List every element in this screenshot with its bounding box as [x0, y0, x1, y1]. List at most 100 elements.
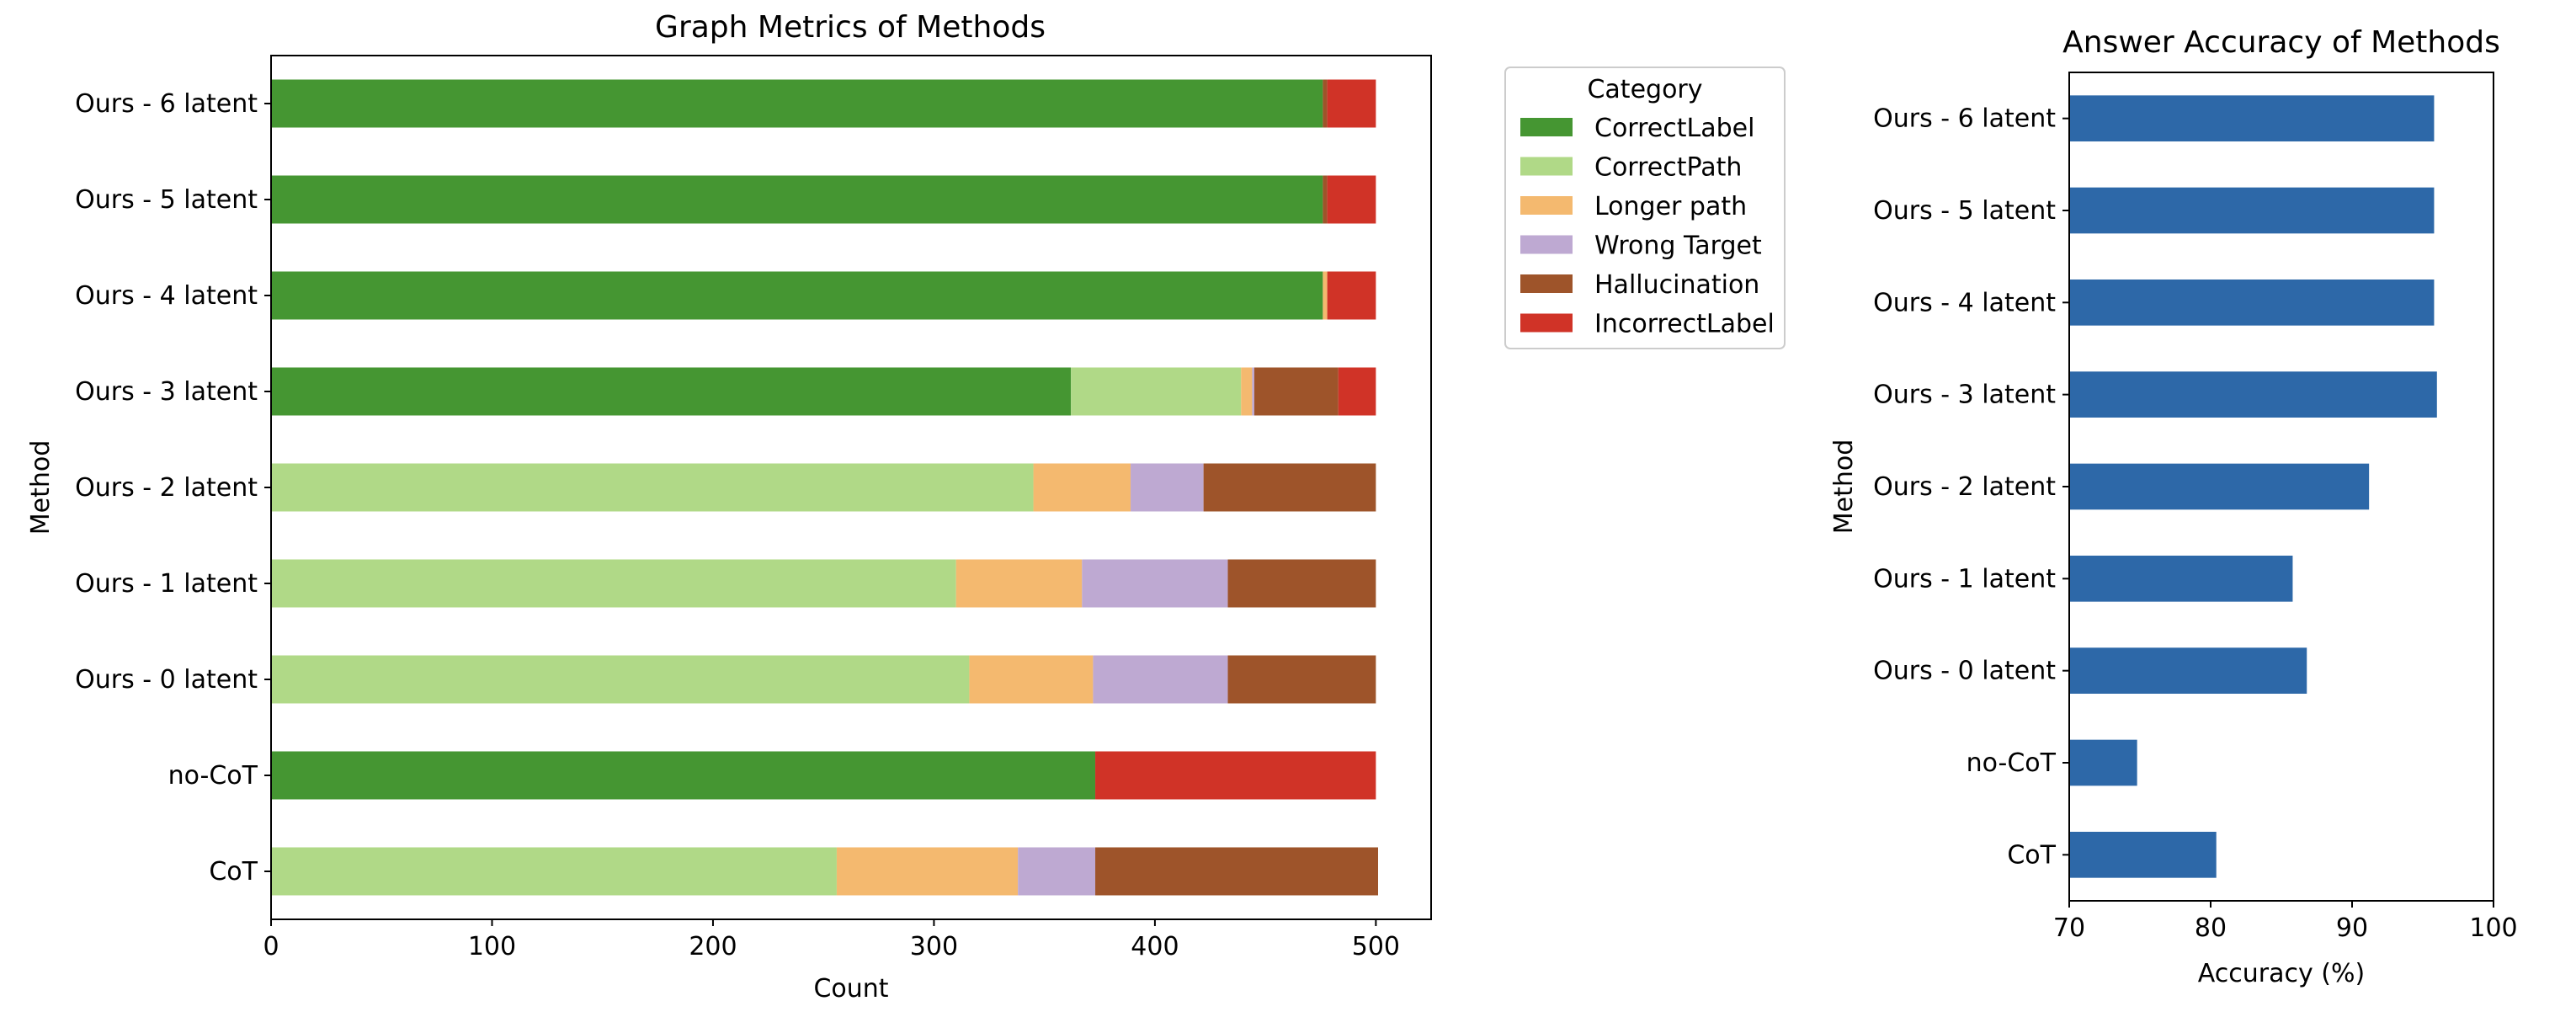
y-tick-label: Ours - 0 latent — [75, 665, 258, 695]
x-tick-label: 500 — [1352, 932, 1400, 961]
bar-ours-3-latent-longer-path — [1241, 367, 1253, 416]
legend-title: Category — [1587, 75, 1702, 104]
bar-cot-correctpath — [271, 847, 837, 896]
accuracy-bar-ours-1-latent — [2069, 556, 2293, 602]
bar-cot-wrong-target — [1018, 847, 1096, 896]
y-tick-label: Ours - 4 latent — [75, 281, 258, 311]
bar-no-cot-incorrectlabel — [1095, 751, 1376, 800]
legend-label-correctpath: CorrectPath — [1594, 153, 1742, 183]
bar-ours-0-latent-longer-path — [969, 655, 1094, 704]
graph-metrics-chart: Graph Metrics of Methods CoT no-CoT Ours -… — [26, 10, 1432, 1004]
accuracy-bar-no-cot — [2069, 739, 2137, 786]
legend-swatch-correctpath — [1520, 157, 1573, 176]
bar-ours-5-latent-incorrectlabel — [1327, 175, 1376, 224]
accuracy-bar-ours-6-latent — [2069, 95, 2435, 141]
bar-cot-longer-path — [836, 847, 1019, 896]
bar-ours-6-latent-correctlabel — [271, 79, 1323, 128]
legend-swatch-longer-path — [1520, 196, 1573, 215]
graph-metrics-x-ticks: 0 100 200 300 400 500 — [263, 919, 1400, 961]
bar-ours-5-latent-hallucination — [1323, 175, 1328, 224]
y-tick-label: Ours - 3 latent — [1873, 381, 2056, 410]
y-tick-label: Ours - 2 latent — [1873, 472, 2056, 502]
x-tick-label: 400 — [1131, 932, 1179, 961]
bar-cot-hallucination — [1095, 847, 1379, 896]
bar-ours-4-latent-longer-path — [1323, 271, 1328, 320]
x-tick-label: 100 — [2469, 913, 2517, 943]
legend-label-incorrectlabel: IncorrectLabel — [1594, 310, 1775, 339]
bar-ours-3-latent-incorrectlabel — [1338, 367, 1376, 416]
legend-label-wrong-target: Wrong Target — [1594, 232, 1762, 261]
bar-ours-4-latent-correctlabel — [271, 271, 1323, 320]
x-tick-label: 80 — [2195, 913, 2227, 943]
answer-accuracy-y-ticks: CoT no-CoT Ours - 0 latent Ours - 1 latent O… — [1873, 104, 2069, 870]
legend-label-correctlabel: CorrectLabel — [1594, 114, 1754, 143]
accuracy-bar-cot — [2069, 832, 2217, 878]
x-tick-label: 300 — [910, 932, 958, 961]
legend-swatch-wrong-target — [1520, 235, 1573, 254]
bar-ours-6-latent-incorrectlabel — [1327, 79, 1376, 128]
legend-swatch-hallucination — [1520, 274, 1573, 293]
bar-ours-0-latent-hallucination — [1227, 655, 1376, 704]
legend-items: CorrectLabel CorrectPath Longer path Wrong … — [1520, 114, 1775, 339]
answer-accuracy-x-ticks: 70 80 90 100 — [2053, 901, 2518, 943]
bar-ours-3-latent-wrong-target — [1252, 367, 1255, 416]
graph-metrics-legend: Category CorrectLabel CorrectPath Longer p… — [1504, 67, 1786, 349]
y-tick-label: Ours - 0 latent — [1873, 657, 2056, 686]
y-tick-label: Ours - 4 latent — [1873, 288, 2056, 317]
bar-ours-2-latent-wrong-target — [1131, 463, 1204, 512]
x-tick-label: 70 — [2053, 913, 2085, 943]
x-tick-label: 100 — [468, 932, 516, 961]
y-tick-label: Ours - 5 latent — [75, 185, 258, 215]
accuracy-bar-ours-0-latent — [2069, 647, 2307, 694]
legend-swatch-correctlabel — [1520, 118, 1573, 136]
bar-ours-6-latent-hallucination — [1323, 79, 1328, 128]
bar-ours-1-latent-correctpath — [271, 559, 956, 608]
answer-accuracy-title: Answer Accuracy of Methods — [2062, 25, 2500, 60]
bar-ours-5-latent-correctlabel — [271, 175, 1323, 224]
answer-accuracy-y-label: Method — [1829, 439, 1859, 535]
y-tick-label: Ours - 6 latent — [75, 89, 258, 119]
graph-metrics-bars — [271, 79, 1379, 896]
legend-frame — [1504, 67, 1786, 349]
x-tick-label: 90 — [2336, 913, 2368, 943]
bar-ours-0-latent-correctpath — [271, 655, 970, 704]
y-tick-label: Ours - 2 latent — [75, 473, 258, 503]
graph-metrics-y-label: Method — [26, 440, 56, 535]
y-tick-label: no-CoT — [168, 761, 258, 791]
bar-ours-3-latent-correctlabel — [271, 367, 1072, 416]
bar-ours-1-latent-longer-path — [955, 559, 1083, 608]
y-tick-label: CoT — [209, 857, 258, 887]
y-tick-label: Ours - 3 latent — [75, 377, 258, 407]
graph-metrics-y-ticks: CoT no-CoT Ours - 0 latent Ours - 1 latent O… — [75, 89, 271, 887]
legend-label-hallucination: Hallucination — [1594, 270, 1759, 300]
legend-swatch-incorrectlabel — [1520, 313, 1573, 333]
bar-ours-2-latent-correctpath — [271, 463, 1034, 512]
graph-metrics-title: Graph Metrics of Methods — [655, 10, 1046, 45]
accuracy-bar-ours-4-latent — [2069, 280, 2435, 326]
bar-no-cot-correctlabel — [271, 751, 1096, 800]
y-tick-label: Ours - 1 latent — [75, 569, 258, 599]
bar-ours-2-latent-hallucination — [1203, 463, 1376, 512]
answer-accuracy-chart: Answer Accuracy of Methods CoT no-CoT Ours… — [1829, 25, 2518, 988]
answer-accuracy-bars — [2069, 95, 2437, 878]
x-tick-label: 200 — [689, 932, 737, 961]
graph-metrics-x-label: Count — [813, 974, 888, 1004]
y-tick-label: no-CoT — [1967, 748, 2057, 778]
y-tick-label: Ours - 6 latent — [1873, 104, 2056, 134]
bar-ours-1-latent-wrong-target — [1082, 559, 1228, 608]
bar-ours-4-latent-incorrectlabel — [1327, 271, 1376, 320]
bar-ours-2-latent-longer-path — [1033, 463, 1131, 512]
accuracy-bar-ours-3-latent — [2069, 371, 2437, 418]
bar-ours-3-latent-correctpath — [1071, 367, 1242, 416]
answer-accuracy-x-label: Accuracy (%) — [2198, 959, 2365, 988]
bar-ours-3-latent-hallucination — [1254, 367, 1339, 416]
y-tick-label: Ours - 1 latent — [1873, 564, 2056, 594]
legend-label-longer-path: Longer path — [1594, 192, 1747, 221]
x-tick-label: 0 — [263, 932, 279, 961]
bar-ours-0-latent-wrong-target — [1093, 655, 1228, 704]
y-tick-label: Ours - 5 latent — [1873, 196, 2056, 226]
bar-ours-1-latent-hallucination — [1227, 559, 1376, 608]
y-tick-label: CoT — [2007, 840, 2056, 870]
accuracy-bar-ours-5-latent — [2069, 187, 2435, 234]
